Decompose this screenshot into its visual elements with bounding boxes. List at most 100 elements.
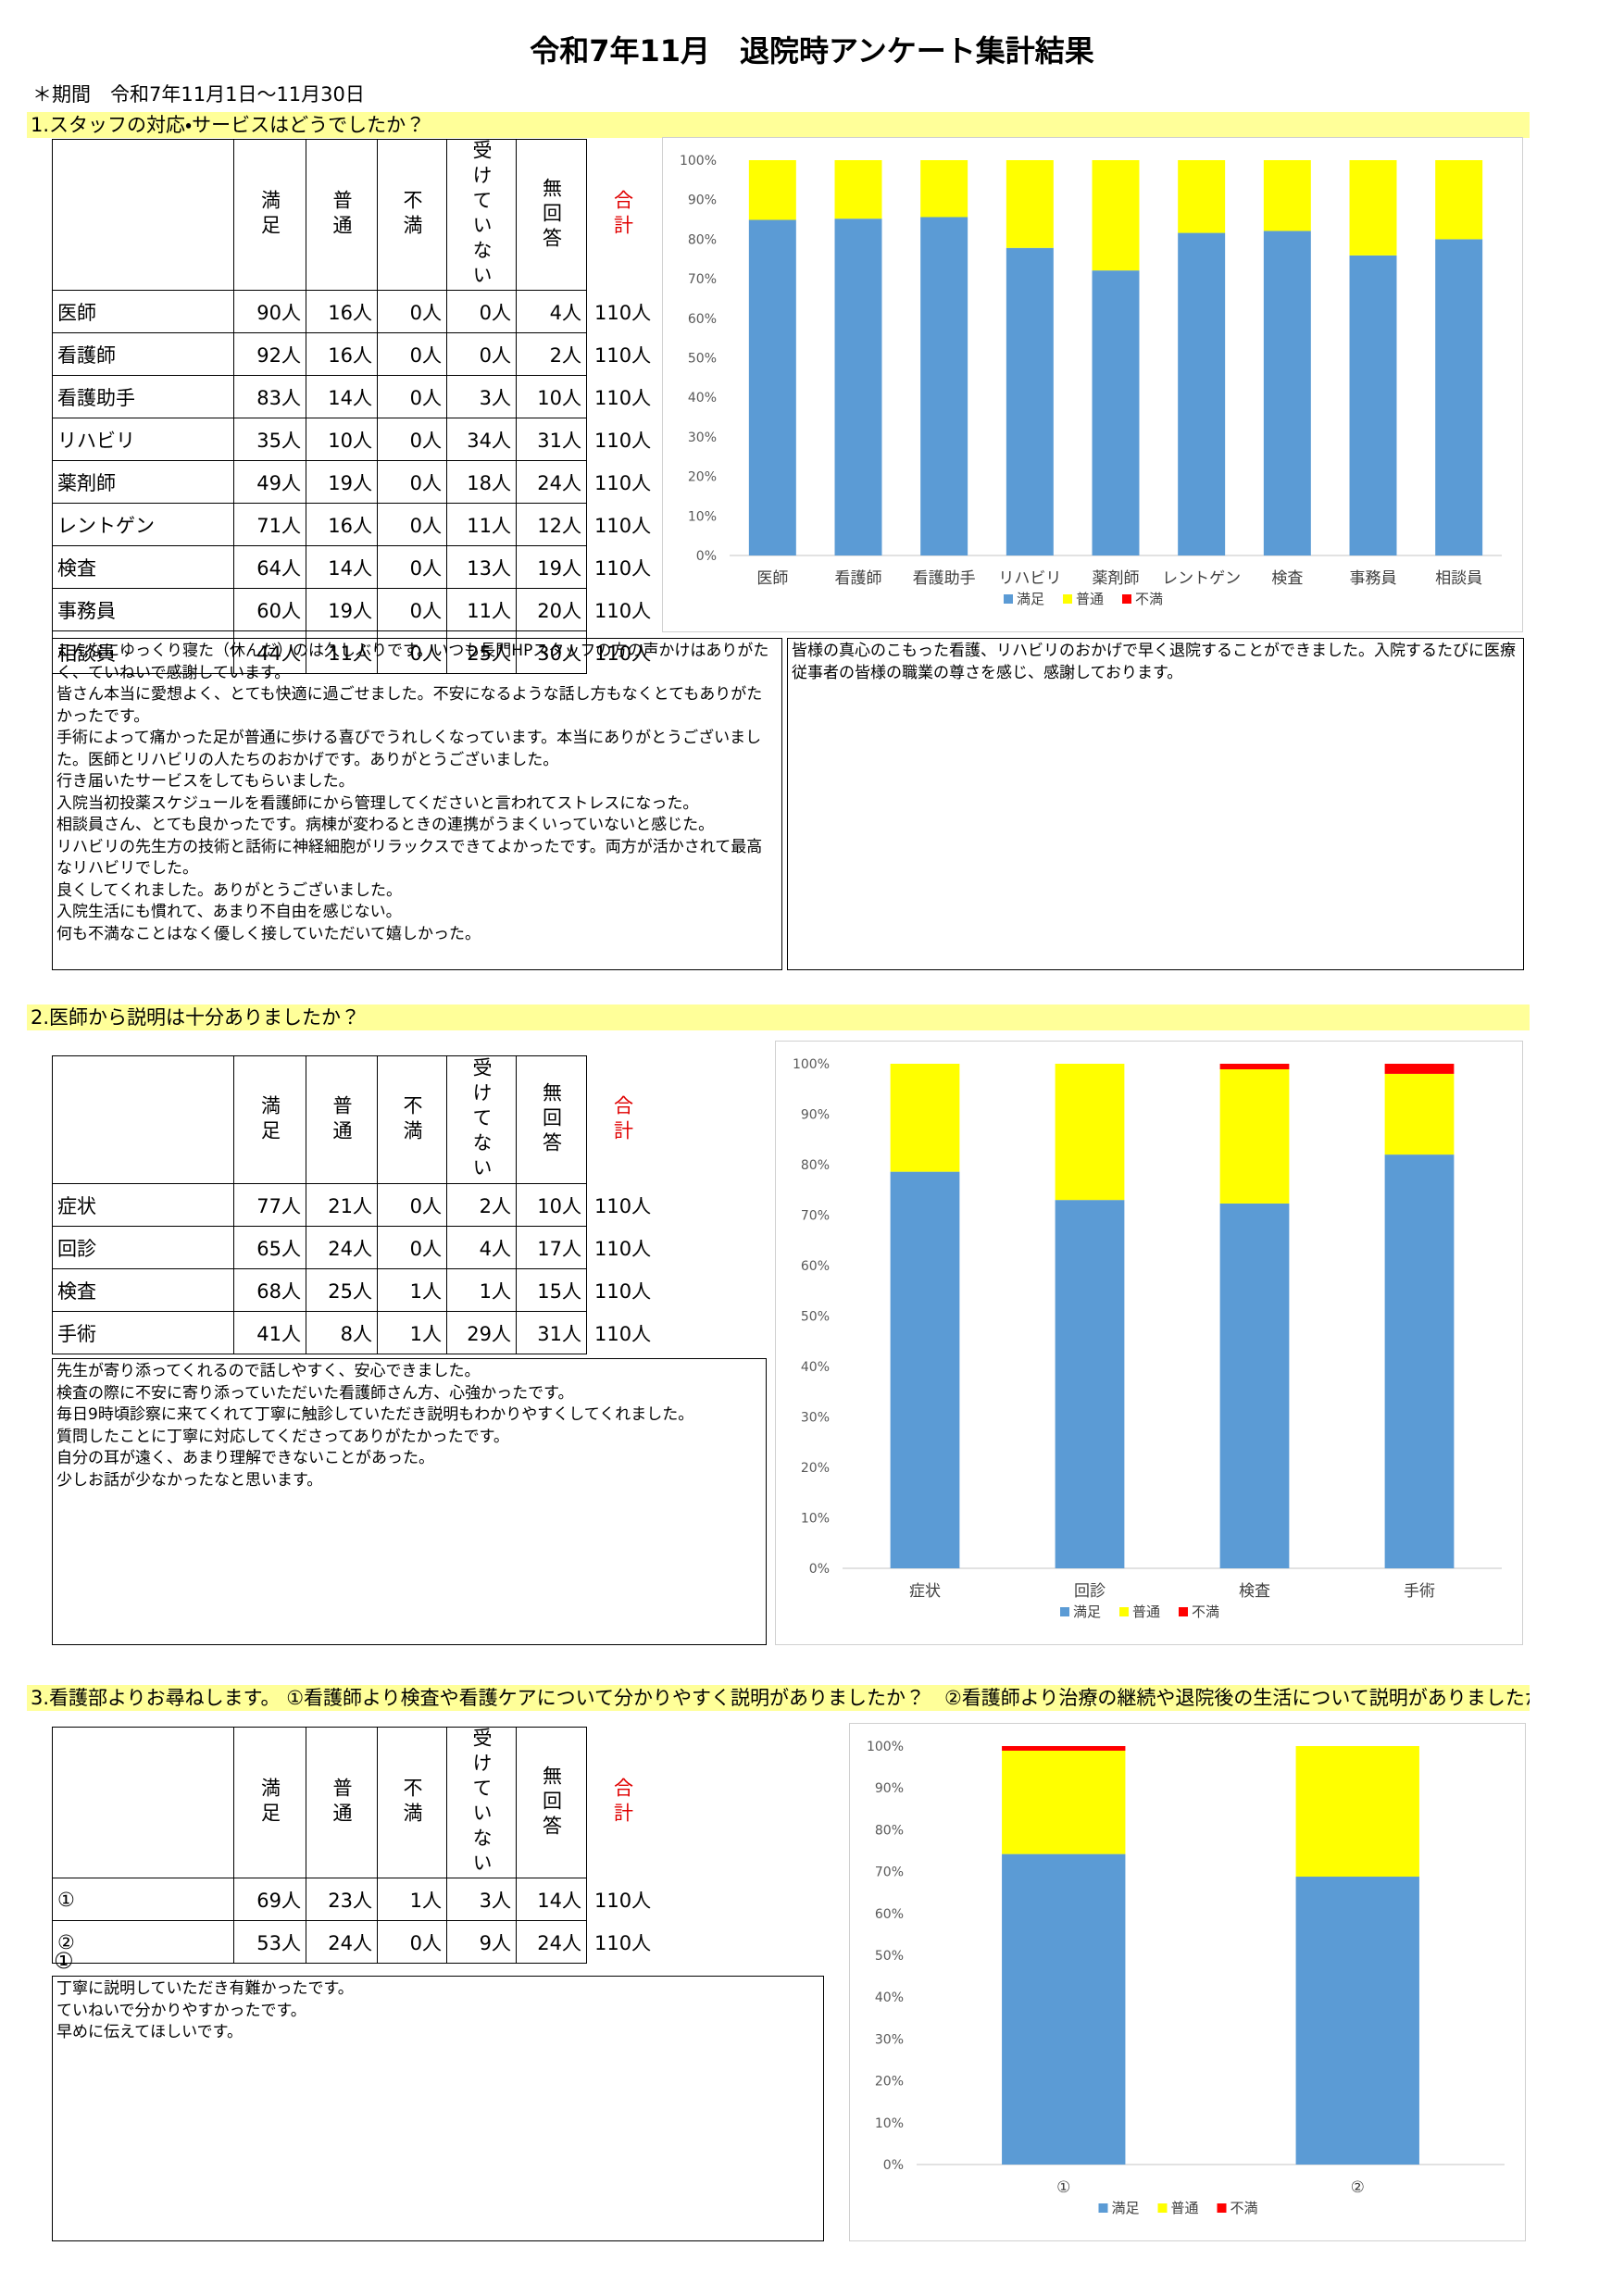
- header-text: 不満: [401, 1094, 423, 1145]
- table-cell: 110人: [594, 556, 652, 580]
- table-cell: ①: [52, 1878, 234, 1921]
- table-cell: 24人: [306, 1226, 378, 1269]
- table-cell: リハビリ: [52, 418, 234, 461]
- header-text: 不満: [401, 190, 423, 240]
- x-tick-label: 検査: [1239, 1582, 1270, 1601]
- section-heading: 3.看護部よりお尋ねします。 ①看護師より検査や看護ケアについて分かりやすく説明…: [27, 1685, 1530, 1711]
- corner-cell: [52, 1055, 234, 1184]
- table-cell: 医師: [52, 290, 234, 333]
- y-tick-label: 30%: [875, 2032, 904, 2047]
- table-cell: 10人: [516, 375, 587, 418]
- table-cell: 0人: [377, 588, 447, 631]
- table-cell: 回診: [52, 1226, 234, 1269]
- bar-segment: [890, 1171, 960, 1568]
- chart: 0% 10% 20% 30% 40% 50% 60% 70% 80% 90% 100% ① ② 満足 普通 不…: [867, 1740, 1505, 2216]
- table-cell: 9人: [446, 1920, 517, 1964]
- legend-label: 普通: [1132, 1603, 1160, 1620]
- y-tick-label: 30%: [688, 430, 717, 445]
- table-cell: 2人: [516, 332, 587, 376]
- y-tick-label: 60%: [875, 1907, 904, 1922]
- y-tick-label: 10%: [875, 2116, 904, 2131]
- y-tick-label: 40%: [875, 1990, 904, 2005]
- y-tick-label: 90%: [875, 1781, 904, 1796]
- table-cell: 0人: [377, 418, 447, 461]
- table-cell: ②: [52, 1920, 234, 1964]
- table-cell: 0人: [446, 290, 517, 333]
- table-cell: 90人: [233, 290, 306, 333]
- table-cell: 15人: [516, 1268, 587, 1312]
- comment-line: 自分の耳が遠く、あまり理解できないことがあった。: [56, 1449, 434, 1467]
- header-text: 無回答: [540, 1082, 563, 1157]
- header-text: 満足: [258, 1778, 281, 1828]
- bar-segment: [1435, 239, 1483, 555]
- bar-segment: [1002, 1853, 1126, 2165]
- table-cell: 16人: [306, 290, 378, 333]
- table-cell: 11人: [306, 630, 378, 674]
- y-tick-label: 80%: [801, 1158, 830, 1173]
- table-cell: 110人: [594, 301, 652, 324]
- bar-segment: [1295, 1877, 1419, 2165]
- table-cell: 23人: [306, 1878, 378, 1921]
- header-cell: 合計: [587, 1056, 659, 1184]
- comment-line: 良くしてくれました。ありがとうございました。: [56, 880, 402, 900]
- header-row: 満足 普通 不満 受けていない 無回答 合計: [52, 139, 659, 291]
- legend-label: 不満: [1135, 591, 1163, 607]
- header-cell: 合計: [587, 140, 659, 291]
- table-row: リハビリ 35人 10人 0人 34人 31人 110人: [52, 418, 659, 461]
- y-tick-label: 50%: [801, 1310, 830, 1325]
- header-text: 合計: [611, 1778, 634, 1828]
- table-cell: 10人: [306, 418, 378, 461]
- comment-line: 皆さん本当に愛想よく、とても快適に過ごせました。不安になるような話し方もなくとて…: [56, 685, 763, 726]
- header-cell: 普通: [306, 139, 378, 291]
- bar-segment: [1092, 270, 1140, 555]
- legend-label: 満足: [1112, 2200, 1140, 2216]
- legend-label: 不満: [1230, 2200, 1258, 2216]
- comment-line: 少しお話が少なかったなと思います。: [56, 1470, 323, 1490]
- header-text: 受けていない: [470, 140, 493, 290]
- table-cell: レントゲン: [52, 503, 234, 546]
- table-cell: 69人: [233, 1878, 306, 1921]
- table-cell: 手術: [52, 1311, 234, 1354]
- y-tick-label: 40%: [688, 391, 717, 406]
- table-cell: 110人: [594, 1931, 652, 1954]
- table-row: 症状 77人 21人 0人 2人 10人 110人: [52, 1183, 659, 1227]
- legend-label: 満足: [1073, 1603, 1101, 1620]
- bar-segment: [1055, 1064, 1125, 1201]
- legend-label: 普通: [1171, 2200, 1199, 2216]
- y-tick-label: 70%: [801, 1209, 830, 1224]
- table-row: 看護師 92人 16人 0人 0人 2人 110人: [52, 332, 659, 376]
- table-cell: 31人: [516, 1311, 587, 1354]
- table-cell: 検査: [52, 1268, 234, 1312]
- y-tick-label: 90%: [688, 193, 717, 208]
- y-tick-label: 90%: [801, 1108, 830, 1123]
- y-tick-label: 0%: [883, 2158, 904, 2173]
- table-cell: 64人: [233, 545, 306, 589]
- header-cell: 合計: [587, 1728, 659, 1878]
- table-cell: 0人: [377, 332, 447, 376]
- table-cell: 2人: [446, 1183, 517, 1227]
- bar-segment: [1178, 232, 1226, 555]
- header-cell: 満足: [233, 1055, 306, 1184]
- legend-swatch: [1060, 1607, 1069, 1616]
- bar-segment: [1435, 160, 1483, 240]
- table-cell: 110人: [594, 599, 652, 622]
- header-cell: 満足: [233, 139, 306, 291]
- x-tick-label: 手術: [1404, 1582, 1435, 1601]
- header-cell: 無回答: [516, 1727, 587, 1878]
- table-cell: 0人: [377, 375, 447, 418]
- table-row: 医師 90人 16人 0人 0人 4人 110人: [52, 290, 659, 333]
- table-cell: 事務員: [52, 588, 234, 631]
- header-cell: 満足: [233, 1727, 306, 1878]
- comment-line: 検査の際に不安に寄り添っていただいた看護師さん方、心強かったです。: [56, 1383, 574, 1403]
- table-cell: 68人: [233, 1268, 306, 1312]
- header-cell: 不満: [377, 139, 447, 291]
- legend-swatch: [1119, 1607, 1129, 1616]
- y-tick-label: 0%: [809, 1562, 830, 1577]
- chart-box: 0% 10% 20% 30% 40% 50% 60% 70% 80% 90% 100% 症状 回診 検査 手…: [775, 1041, 1523, 1645]
- comment-label: ①: [54, 1948, 74, 1974]
- table-cell: 薬剤師: [52, 460, 234, 504]
- header-row: 満足 普通 不満 受けてない 無回答 合計: [52, 1055, 659, 1184]
- table-cell: 16人: [306, 503, 378, 546]
- bar-segment: [748, 160, 796, 220]
- table-cell: 看護師: [52, 332, 234, 376]
